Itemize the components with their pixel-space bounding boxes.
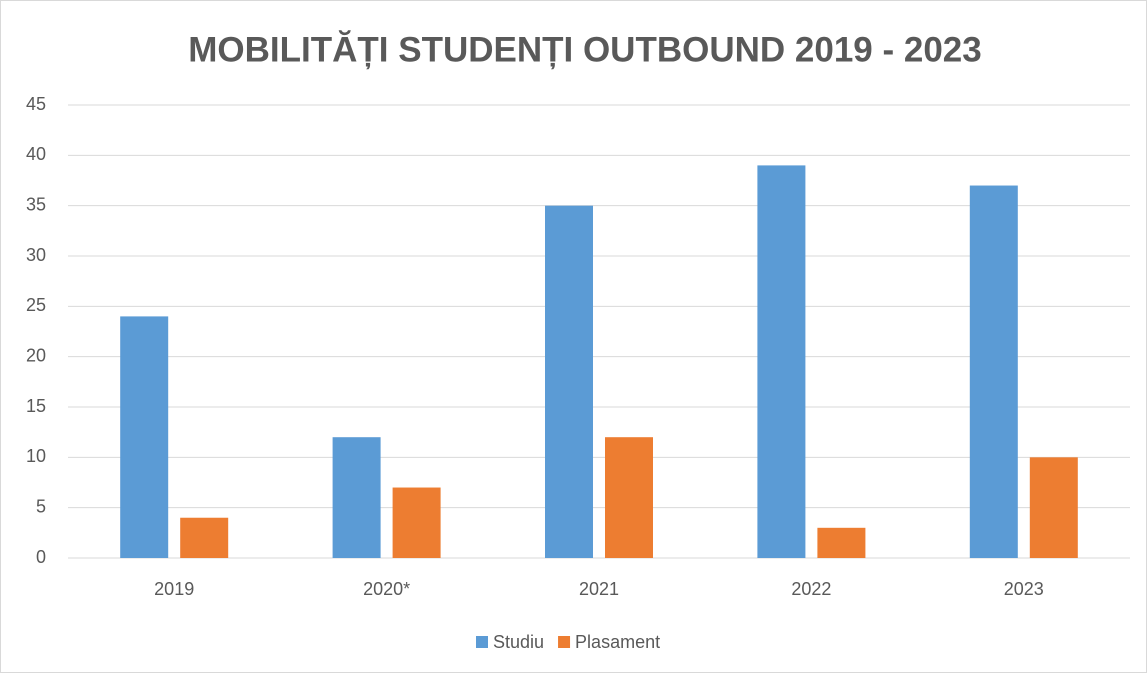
x-tick-label: 2019	[154, 579, 194, 599]
y-tick-label: 15	[26, 396, 46, 416]
bar	[120, 316, 169, 558]
y-tick-label: 20	[26, 345, 46, 365]
x-tick-label: 2021	[579, 579, 619, 599]
y-tick-label: 25	[26, 295, 46, 315]
legend-swatch	[558, 636, 571, 648]
bar	[180, 517, 229, 558]
y-tick-label: 10	[26, 446, 46, 466]
bar	[1029, 457, 1078, 558]
bar	[757, 165, 806, 558]
y-tick-label: 35	[26, 194, 46, 214]
y-tick-label: 45	[26, 94, 46, 114]
x-tick-label: 2023	[1004, 579, 1044, 599]
legend-label: Plasament	[575, 632, 660, 652]
bar	[545, 205, 593, 558]
legend-swatch	[476, 636, 488, 648]
bar	[332, 437, 381, 558]
bar	[605, 437, 653, 558]
y-tick-label: 0	[36, 547, 46, 567]
bar	[392, 487, 441, 558]
y-tick-label: 5	[36, 496, 46, 516]
bar	[817, 527, 866, 558]
y-tick-label: 30	[26, 245, 46, 265]
y-tick-label: 40	[26, 144, 46, 164]
x-tick-label: 2020*	[363, 579, 410, 599]
legend-label: Studiu	[493, 632, 544, 652]
bar	[969, 185, 1018, 559]
chart-title: MOBILITĂȚI STUDENȚI OUTBOUND 2019 - 2023	[188, 30, 981, 69]
x-tick-label: 2022	[791, 579, 831, 599]
